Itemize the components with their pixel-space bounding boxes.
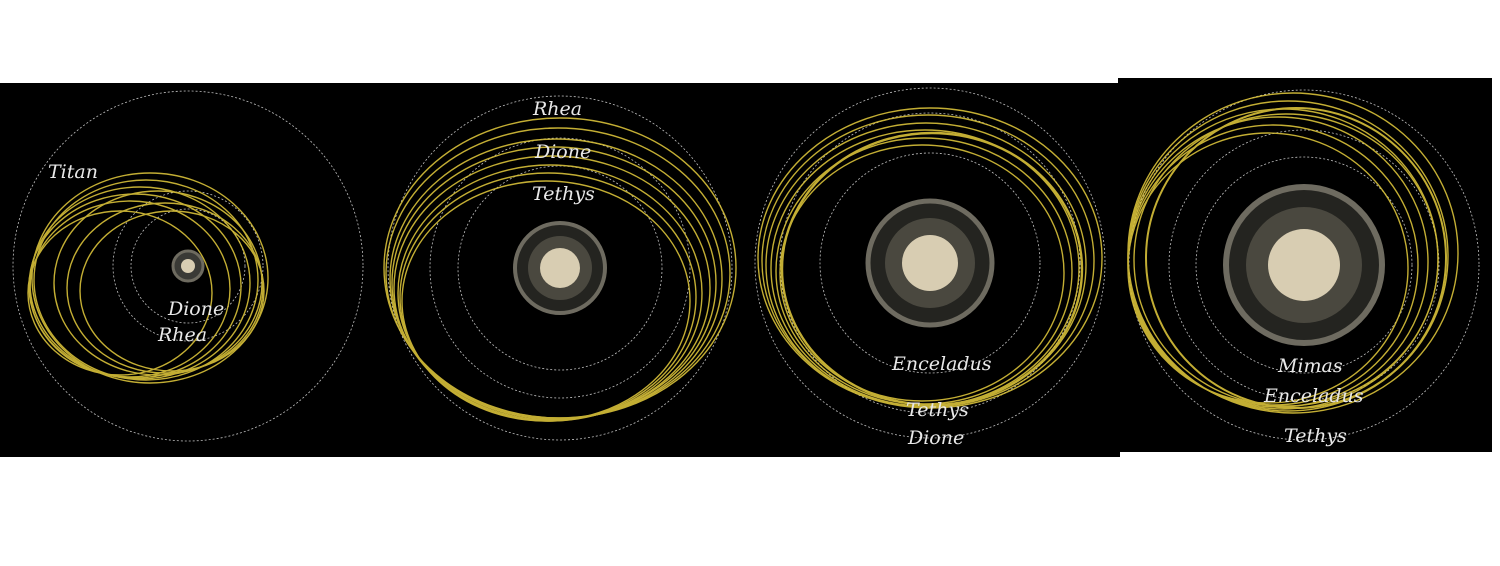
trajectory-loops (383, 117, 737, 422)
orbit-diagram-1: Titan Dione Rhea (12, 90, 364, 442)
label-dione: Dione (534, 141, 591, 163)
trajectory-loop (79, 210, 265, 372)
saturn (513, 221, 607, 315)
saturn (865, 198, 995, 328)
enceladus-orbit (1168, 129, 1440, 401)
trajectory-loop (385, 127, 731, 419)
panel-titan-phase: Titan Dione Rhea (0, 83, 380, 457)
panel-enceladus-phase: Enceladus Tethys Dione (750, 83, 1120, 457)
label-tethys: Tethys (1284, 425, 1347, 447)
saturn (171, 249, 205, 283)
label-rhea: Rhea (157, 324, 207, 346)
mimas-orbit (1195, 156, 1413, 374)
label-rhea: Rhea (532, 98, 582, 120)
dione-orbit (754, 87, 1106, 439)
trajectory-loop (29, 200, 231, 378)
label-titan: Titan (48, 161, 98, 183)
label-dione: Dione (167, 298, 224, 320)
saturn (1223, 184, 1385, 346)
trajectory-loop (779, 144, 1065, 402)
trajectory-loops (27, 172, 269, 384)
orbit-diagram-2: Rhea Dione Tethys (383, 95, 737, 441)
titan-orbit (12, 90, 364, 442)
label-enceladus: Enceladus (891, 353, 992, 375)
tethys-orbit (779, 112, 1081, 414)
trajectory-loop (765, 122, 1087, 408)
trajectory-loop (401, 180, 691, 422)
orbit-diagram-4: Mimas Enceladus Tethys (1127, 89, 1480, 447)
moon-orbits (387, 95, 733, 441)
label-dione: Dione (907, 427, 964, 449)
trajectory-loop (66, 202, 264, 374)
tethys-orbit (457, 165, 663, 371)
saturn-body (1268, 229, 1340, 301)
label-enceladus: Enceladus (1263, 385, 1364, 407)
trajectory-loop (31, 172, 269, 384)
panel-rhea-phase: Rhea Dione Tethys (380, 83, 750, 457)
trajectory-loop (33, 179, 259, 381)
trajectory-loops (1127, 92, 1459, 414)
moon-orbits (12, 90, 364, 442)
trajectory-loop (757, 107, 1103, 409)
label-tethys: Tethys (532, 183, 595, 205)
saturn-body (181, 259, 195, 273)
label-tethys: Tethys (906, 399, 969, 421)
trajectory-loop (780, 131, 1084, 407)
rhea-orbit (112, 190, 264, 342)
dione-orbit (130, 208, 246, 324)
trajectory-loops (757, 107, 1103, 409)
saturn-body (902, 235, 958, 291)
enceladus-orbit (819, 152, 1041, 374)
trajectory-loop (27, 210, 213, 376)
rhea-orbit (387, 95, 733, 441)
label-mimas: Mimas (1277, 355, 1343, 377)
trajectory-loop (1145, 107, 1447, 409)
panel-mimas-phase: Mimas Enceladus Tethys (1118, 78, 1492, 452)
trajectory-loop (393, 155, 711, 421)
trajectory-loop (1127, 132, 1409, 404)
orbit-diagram-3: Enceladus Tethys Dione (754, 87, 1106, 449)
dione-orbit (429, 137, 691, 399)
trajectory-loop (391, 146, 717, 420)
saturn-body (540, 248, 580, 288)
moon-orbits (754, 87, 1106, 439)
trajectory-loop (1133, 113, 1439, 407)
trajectory-loop (53, 190, 263, 376)
